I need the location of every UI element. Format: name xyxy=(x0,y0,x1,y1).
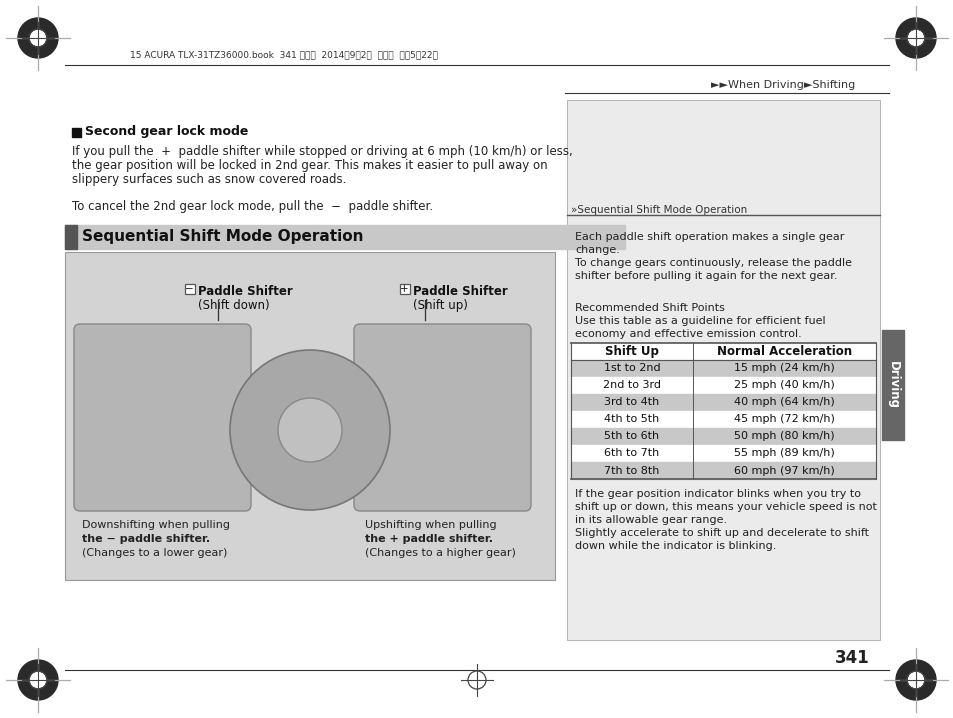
Text: 1st to 2nd: 1st to 2nd xyxy=(603,363,659,373)
Bar xyxy=(882,330,903,440)
Text: Downshifting when pulling: Downshifting when pulling xyxy=(82,520,230,530)
Circle shape xyxy=(907,672,923,688)
Text: 6th to 7th: 6th to 7th xyxy=(604,449,659,459)
Text: 5th to 6th: 5th to 6th xyxy=(604,432,659,442)
Text: Upshifting when pulling: Upshifting when pulling xyxy=(365,520,497,530)
Text: 45 mph (72 km/h): 45 mph (72 km/h) xyxy=(733,414,834,424)
Text: 15 ACURA TLX-31TZ36000.book  341 ページ  2014年9月2日  火曜日  午後5時22分: 15 ACURA TLX-31TZ36000.book 341 ページ 2014… xyxy=(130,50,437,60)
Text: the + paddle shifter.: the + paddle shifter. xyxy=(365,534,493,544)
Text: 7th to 8th: 7th to 8th xyxy=(603,465,659,475)
Bar xyxy=(71,128,81,137)
FancyBboxPatch shape xyxy=(74,324,251,511)
Bar xyxy=(571,394,875,411)
Text: Shift Up: Shift Up xyxy=(604,345,659,358)
Text: 40 mph (64 km/h): 40 mph (64 km/h) xyxy=(734,398,834,408)
Bar xyxy=(185,284,194,294)
Text: Driving: Driving xyxy=(885,361,899,409)
Text: in its allowable gear range.: in its allowable gear range. xyxy=(575,515,726,525)
Text: (Shift down): (Shift down) xyxy=(198,299,270,312)
Text: the − paddle shifter.: the − paddle shifter. xyxy=(82,534,210,544)
Text: (Changes to a lower gear): (Changes to a lower gear) xyxy=(82,548,227,558)
Text: the gear position will be locked in 2nd gear. This makes it easier to pull away : the gear position will be locked in 2nd … xyxy=(71,159,547,172)
Bar xyxy=(571,411,875,428)
Text: 2nd to 3rd: 2nd to 3rd xyxy=(602,381,660,391)
Text: shift up or down, this means your vehicle speed is not: shift up or down, this means your vehicl… xyxy=(575,502,876,512)
Bar xyxy=(571,377,875,394)
Circle shape xyxy=(230,350,390,510)
Text: Each paddle shift operation makes a single gear: Each paddle shift operation makes a sing… xyxy=(575,232,843,242)
Bar xyxy=(65,225,624,249)
Text: 60 mph (97 km/h): 60 mph (97 km/h) xyxy=(734,465,834,475)
Circle shape xyxy=(30,672,46,688)
Bar xyxy=(571,360,875,377)
Bar xyxy=(566,100,879,640)
Text: shifter before pulling it again for the next gear.: shifter before pulling it again for the … xyxy=(575,271,837,281)
Text: If the gear position indicator blinks when you try to: If the gear position indicator blinks wh… xyxy=(575,489,861,499)
Text: Normal Acceleration: Normal Acceleration xyxy=(717,345,851,358)
Circle shape xyxy=(18,18,58,58)
Text: Paddle Shifter: Paddle Shifter xyxy=(413,285,507,298)
Text: 3rd to 4th: 3rd to 4th xyxy=(604,398,659,408)
Text: Recommended Shift Points: Recommended Shift Points xyxy=(575,303,724,313)
Circle shape xyxy=(907,30,923,46)
Bar xyxy=(571,445,875,462)
Text: (Shift up): (Shift up) xyxy=(413,299,467,312)
Text: 15 mph (24 km/h): 15 mph (24 km/h) xyxy=(734,363,834,373)
Text: Paddle Shifter: Paddle Shifter xyxy=(198,285,293,298)
Text: ►►When Driving►Shifting: ►►When Driving►Shifting xyxy=(710,80,854,90)
Text: economy and effective emission control.: economy and effective emission control. xyxy=(575,329,801,339)
Text: change.: change. xyxy=(575,245,619,255)
Text: 50 mph (80 km/h): 50 mph (80 km/h) xyxy=(734,432,834,442)
Text: 55 mph (89 km/h): 55 mph (89 km/h) xyxy=(734,449,834,459)
Circle shape xyxy=(895,660,935,700)
Circle shape xyxy=(30,30,46,46)
Text: −: − xyxy=(185,284,193,294)
Text: To cancel the 2nd gear lock mode, pull the  −  paddle shifter.: To cancel the 2nd gear lock mode, pull t… xyxy=(71,200,433,213)
Text: Second gear lock mode: Second gear lock mode xyxy=(85,126,248,139)
Bar xyxy=(571,462,875,479)
Bar xyxy=(65,225,77,249)
FancyBboxPatch shape xyxy=(354,324,531,511)
Text: down while the indicator is blinking.: down while the indicator is blinking. xyxy=(575,541,776,551)
Text: +: + xyxy=(399,284,409,294)
Text: (Changes to a higher gear): (Changes to a higher gear) xyxy=(365,548,516,558)
Text: If you pull the  +  paddle shifter while stopped or driving at 6 mph (10 km/h) o: If you pull the + paddle shifter while s… xyxy=(71,145,572,158)
Bar xyxy=(399,284,410,294)
Text: To change gears continuously, release the paddle: To change gears continuously, release th… xyxy=(575,258,851,268)
Text: 25 mph (40 km/h): 25 mph (40 km/h) xyxy=(734,381,834,391)
Text: Use this table as a guideline for efficient fuel: Use this table as a guideline for effici… xyxy=(575,316,824,326)
Circle shape xyxy=(18,660,58,700)
Bar xyxy=(571,428,875,445)
Bar xyxy=(571,343,875,360)
Text: 341: 341 xyxy=(835,649,869,667)
Bar xyxy=(65,252,555,580)
Text: slippery surfaces such as snow covered roads.: slippery surfaces such as snow covered r… xyxy=(71,173,346,186)
Text: Slightly accelerate to shift up and decelerate to shift: Slightly accelerate to shift up and dece… xyxy=(575,528,868,538)
Circle shape xyxy=(277,398,341,462)
Text: »Sequential Shift Mode Operation: »Sequential Shift Mode Operation xyxy=(571,205,746,215)
Text: 4th to 5th: 4th to 5th xyxy=(604,414,659,424)
Circle shape xyxy=(895,18,935,58)
Text: Sequential Shift Mode Operation: Sequential Shift Mode Operation xyxy=(82,230,363,245)
